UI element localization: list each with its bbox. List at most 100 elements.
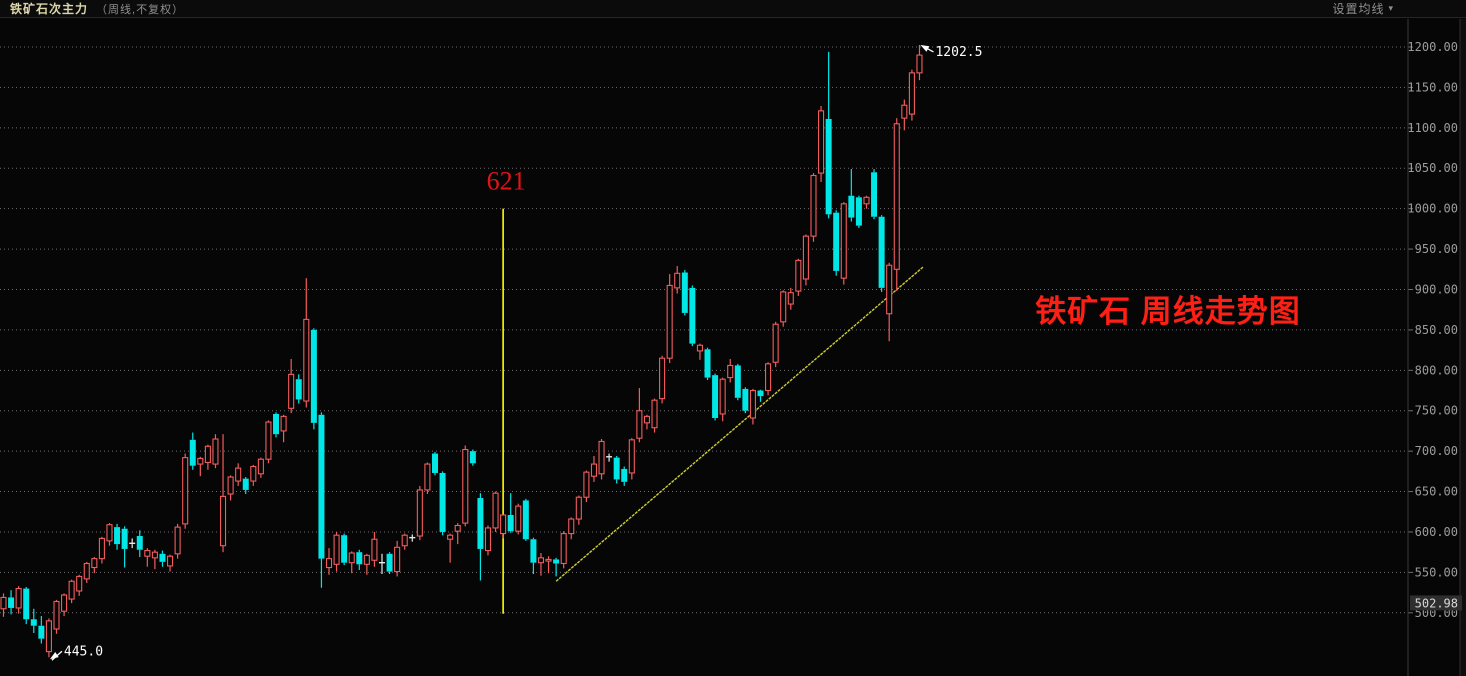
candle [76,574,83,596]
candle [0,593,7,617]
candle [182,453,189,529]
axis-tick-label: 850.00 [1415,323,1458,337]
candle [144,548,151,567]
candle [363,553,370,575]
candle [469,449,476,466]
candle [219,434,227,553]
trend-line [555,266,924,582]
candle [114,523,121,550]
candle [151,549,158,570]
candle [462,445,469,527]
candle [83,561,90,583]
candle [848,169,855,222]
axis-tick-label: 1150.00 [1407,80,1458,94]
candle [235,463,242,486]
candle [242,477,249,494]
candle [765,362,772,396]
candle [280,414,287,443]
candle [507,493,514,533]
candle [871,169,878,220]
axis-tick-label: 1000.00 [1407,202,1458,216]
chart-watermark-text: 铁矿石 周线走势图 [1035,294,1301,329]
candle [23,586,30,625]
candle [878,215,885,292]
right-scrollbar-track[interactable] [1460,19,1466,676]
candle [681,270,688,316]
candle [303,278,310,408]
candle [98,536,105,564]
candle [863,195,870,209]
candle [106,523,113,546]
candle [666,274,673,364]
candle [515,503,522,535]
candles-layer [0,44,923,658]
candle [189,432,196,470]
candle [696,343,703,360]
candle [749,388,756,425]
candle [416,485,423,541]
candle [257,457,264,478]
candle [727,358,734,383]
candle [484,525,492,556]
candle [45,618,52,658]
candle [379,553,385,575]
high-price-annotation: 1202.5 [920,44,982,60]
candle [227,475,234,501]
candle [689,285,696,347]
axis-tick-label: 1100.00 [1407,121,1458,135]
candle [674,266,681,294]
candle [772,321,779,368]
candle [734,363,741,401]
candle [318,412,325,588]
candle [787,287,794,310]
candle [204,444,211,470]
candle [719,377,726,422]
candle [613,455,620,484]
candle [802,234,809,286]
candle [250,464,257,486]
candle [61,593,68,617]
candle [454,523,461,545]
candle [553,557,560,577]
candle [333,531,340,572]
candle [265,420,272,464]
candle [356,549,363,570]
candle [606,453,613,462]
candle [348,551,355,574]
instrument-title: 铁矿石次主力 [10,2,89,16]
candle [757,389,764,402]
axis-tick-label: 900.00 [1415,282,1458,296]
candle [447,533,454,563]
candle [288,358,295,414]
candle [636,388,643,443]
candle [590,455,598,482]
title-bar: 铁矿石次主力 （周线,不复权） 设置均线 ▾ [0,0,1466,18]
candle [8,590,15,615]
low-price-annotation: 445.0 [49,644,103,661]
candle [712,373,719,421]
period-subtitle: （周线,不复权） [96,3,185,16]
ma-settings-menu[interactable]: 设置均线 ▾ [1332,0,1394,17]
candle [598,439,605,480]
candle [530,537,537,575]
candle [341,533,348,566]
svg-text:502.98: 502.98 [1415,596,1458,610]
candle [477,493,484,581]
candle [431,451,438,476]
svg-text:445.0: 445.0 [64,644,103,659]
candle [659,355,666,404]
candle [401,533,408,550]
candle [197,456,204,477]
candle [325,548,333,575]
candle [840,202,847,285]
axis-price-badge: 502.98 [1410,595,1462,611]
ma-settings-label: 设置均线 [1332,2,1385,16]
axis-tick-label: 1200.00 [1407,40,1458,54]
candle [136,530,143,558]
candle [30,608,37,634]
candle [439,471,446,536]
candle [409,534,416,542]
candle [38,616,45,644]
candle [522,498,529,541]
